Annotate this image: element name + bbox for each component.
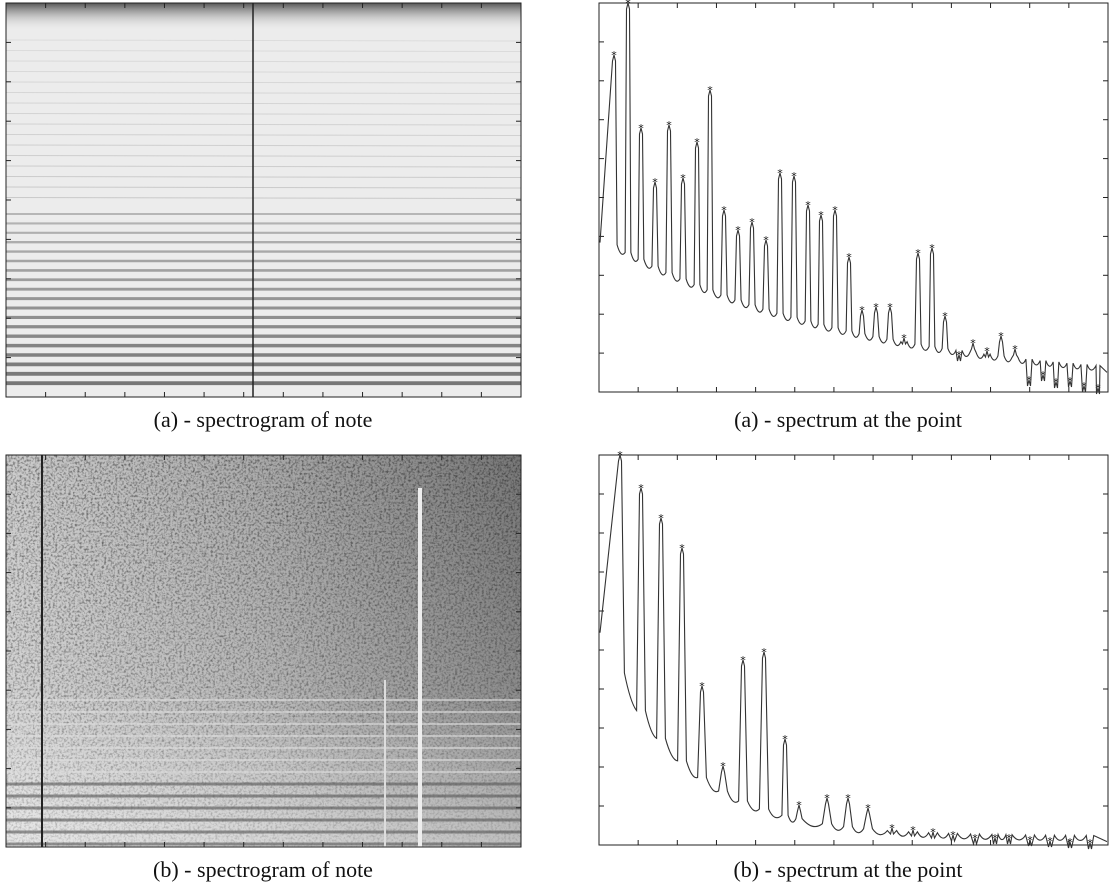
spectrogram-frame — [5, 2, 522, 398]
spectrum-frame — [598, 2, 1109, 393]
spectrogram-a — [5, 2, 522, 398]
stripe — [5, 71, 522, 73]
spectrum-b: *********** *** * * * * * * * * * * — [598, 449, 1109, 850]
stripe — [5, 39, 522, 42]
caption: (a) - spectrogram of note — [154, 407, 373, 432]
spectrum-a: ************* *** *** * *** ******** ** * * * — [598, 0, 1109, 395]
stripe — [5, 155, 522, 157]
spectrogram-b — [5, 454, 522, 848]
stripe — [5, 165, 522, 168]
spectrogram-shade — [6, 3, 521, 31]
stripe — [5, 134, 522, 136]
caption: (b) - spectrum at the point — [733, 857, 962, 882]
stripe — [5, 176, 522, 178]
stripe — [5, 186, 522, 189]
caption: (a) - spectrum at the point — [734, 407, 962, 432]
stripe — [5, 123, 522, 126]
stripe — [5, 81, 522, 84]
stripe — [5, 144, 522, 147]
spectrum-curve — [599, 2, 1108, 395]
stripe — [5, 60, 522, 63]
stripe — [5, 102, 522, 105]
stripe — [5, 113, 522, 115]
stripe — [5, 92, 522, 94]
caption: (b) - spectrogram of note — [153, 857, 373, 882]
stripe — [5, 50, 522, 52]
spectrum-curve — [599, 454, 1108, 850]
spectrogram-shade — [6, 455, 521, 847]
stripe — [5, 197, 522, 199]
spectrum-frame — [598, 454, 1109, 846]
